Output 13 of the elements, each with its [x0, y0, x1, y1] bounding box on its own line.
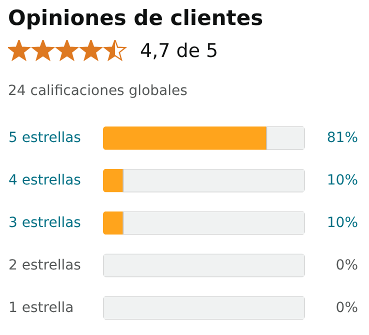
- data-label: 0%: [336, 257, 358, 274]
- y-tick-label: 4 estrellas: [8, 172, 81, 189]
- data-label: 10%: [326, 172, 358, 189]
- chart-title: Opiniones de clientes: [8, 6, 264, 30]
- y-tick-label: 3 estrellas: [8, 215, 81, 231]
- text: 24 calificaciones globales: [8, 83, 188, 99]
- data-label: 81%: [326, 130, 358, 146]
- y-tick-label: 5 estrellas: [8, 130, 81, 146]
- data-label: 10%: [326, 215, 358, 231]
- chart-subtitle: 4,7 de 5: [140, 40, 218, 62]
- y-tick-label: 2 estrellas: [8, 257, 81, 274]
- y-tick-label: 1 estrella: [8, 300, 74, 316]
- data-label: 0%: [336, 300, 358, 316]
